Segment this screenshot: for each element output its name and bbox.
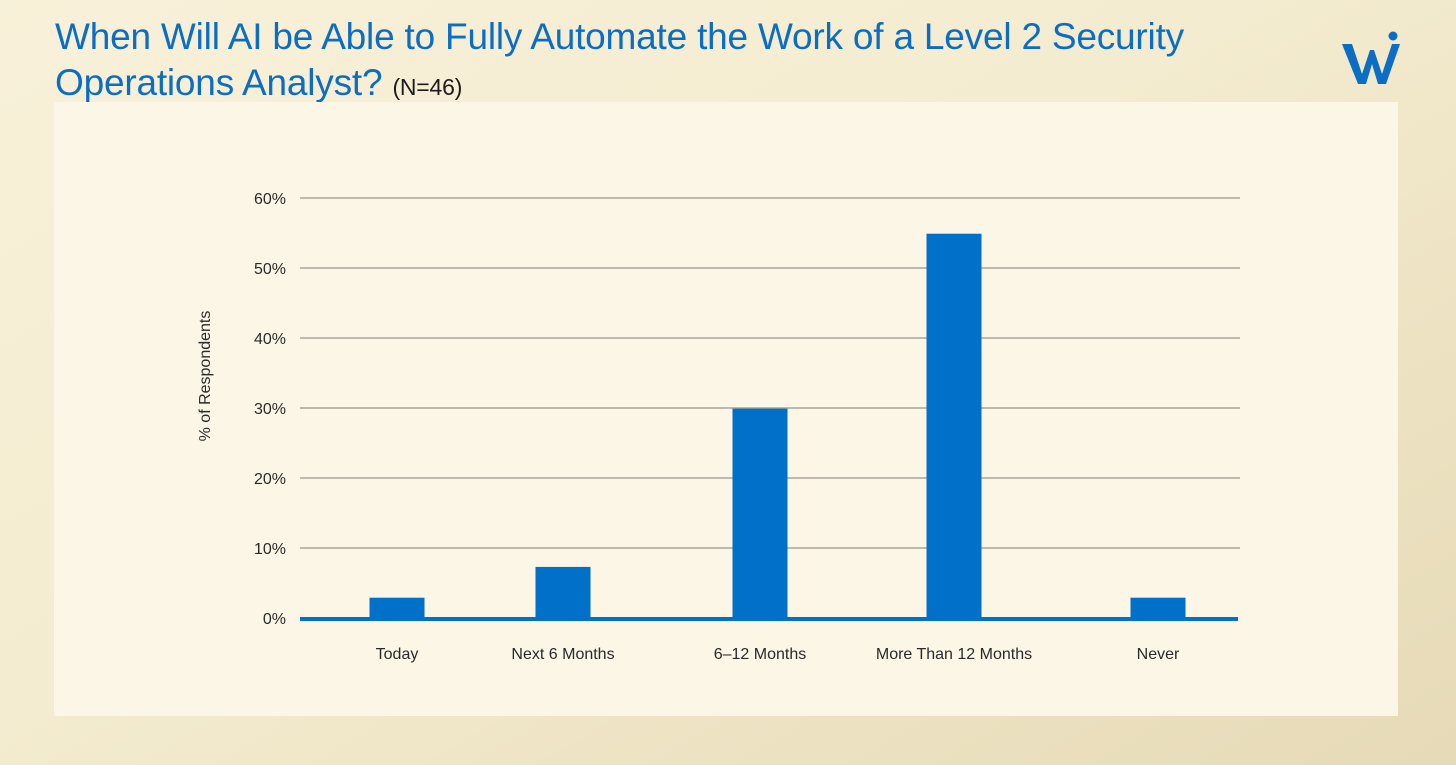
bar xyxy=(535,566,591,618)
x-tick-label: More Than 12 Months xyxy=(876,646,1032,663)
x-tick-label: Today xyxy=(376,646,419,663)
bar xyxy=(1130,597,1186,618)
x-tick-label: Next 6 Months xyxy=(511,646,614,663)
x-tick-label: Never xyxy=(1137,646,1180,663)
title-main: When Will AI be Able to Fully Automate t… xyxy=(55,16,1184,103)
bar xyxy=(369,597,425,618)
bar xyxy=(732,408,788,618)
chart-title: When Will AI be Able to Fully Automate t… xyxy=(55,14,1235,110)
w-logo-icon xyxy=(1342,31,1400,84)
x-axis-ticks: Today Next 6 Months 6–12 Months More Than 1… xyxy=(376,646,1180,663)
y-tick-label: 0% xyxy=(263,611,286,628)
bar-chart: 0% 10% 20% 30% 40% 50% 60% Today Next 6 Months 6… xyxy=(197,191,1240,663)
sample-size: (N=46) xyxy=(392,74,463,100)
y-tick-label: 40% xyxy=(254,331,286,348)
x-tick-label: 6–12 Months xyxy=(714,646,807,663)
gridlines xyxy=(300,197,1240,549)
bars xyxy=(369,233,1186,618)
y-tick-label: 60% xyxy=(254,191,286,208)
chart-panel: 0% 10% 20% 30% 40% 50% 60% Today Next 6 Months 6… xyxy=(54,102,1398,716)
bar xyxy=(926,233,982,618)
y-axis-ticks: 0% 10% 20% 30% 40% 50% 60% xyxy=(254,191,286,628)
y-tick-label: 10% xyxy=(254,541,286,558)
y-tick-label: 20% xyxy=(254,471,286,488)
y-tick-label: 50% xyxy=(254,261,286,278)
y-tick-label: 30% xyxy=(254,401,286,418)
y-axis-label: % of Respondents xyxy=(197,311,214,442)
